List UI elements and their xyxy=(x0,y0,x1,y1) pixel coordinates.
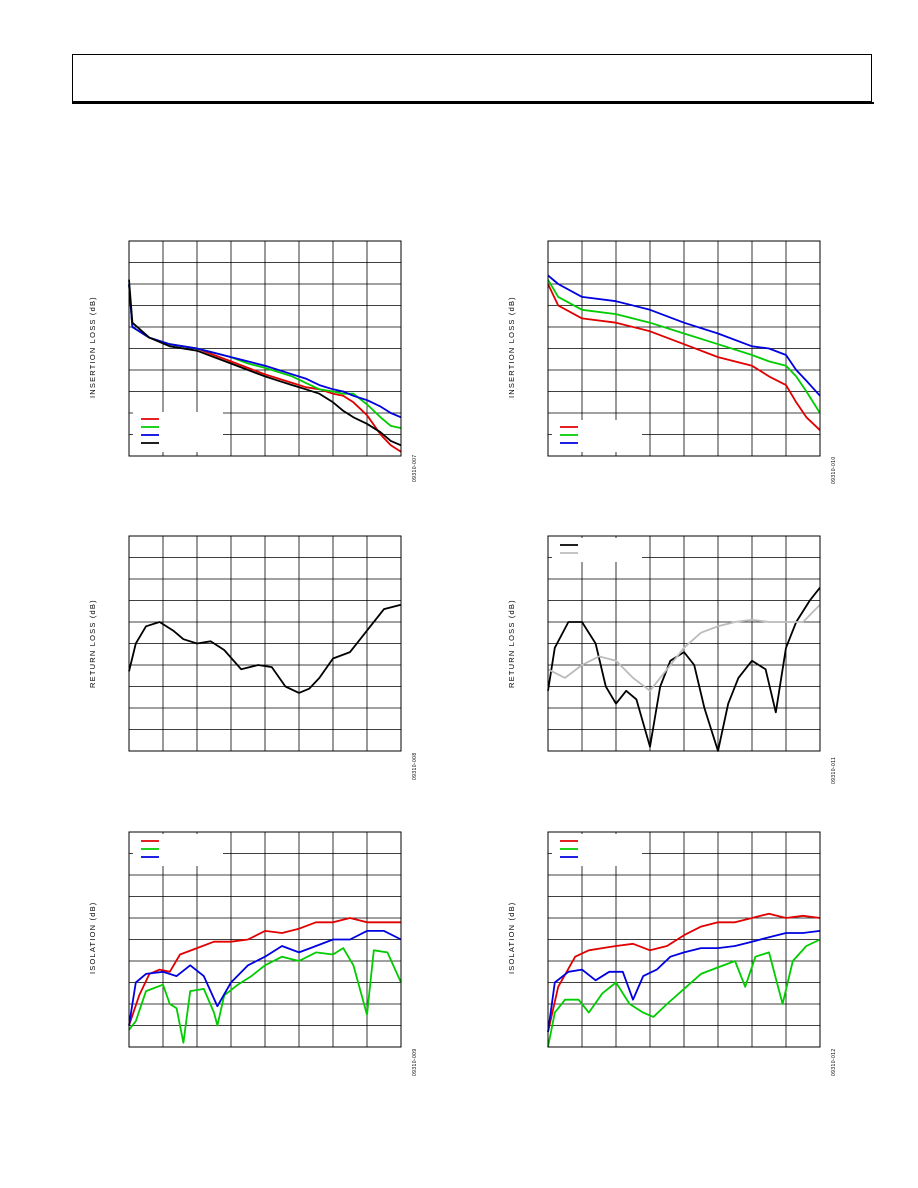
series-line-2 xyxy=(547,938,821,1048)
figure-id-6: 09310-012 xyxy=(831,1048,837,1076)
series-line-3 xyxy=(547,930,821,1033)
y-axis-label-2: INSERTION LOSS (dB) xyxy=(507,296,516,398)
legend-box xyxy=(552,834,642,866)
series-line-3 xyxy=(128,930,402,1026)
legend-box xyxy=(552,420,642,452)
y-axis-label-5: ISOLATION (dB) xyxy=(88,901,97,974)
y-axis-label-1: INSERTION LOSS (dB) xyxy=(88,296,97,398)
series-line-4 xyxy=(128,279,402,447)
page-header-box xyxy=(72,54,872,102)
series-line-1 xyxy=(547,912,821,1033)
figure-id-2: 09310-010 xyxy=(831,456,837,484)
y-axis-label-3: RETURN LOSS (dB) xyxy=(88,599,97,688)
series-line-1 xyxy=(128,917,401,1026)
plot-border xyxy=(128,831,402,1048)
series-line-3 xyxy=(128,283,402,419)
legend-box xyxy=(133,412,223,452)
series-line-3 xyxy=(547,274,821,397)
chart-5 xyxy=(128,831,402,1048)
plot-border xyxy=(547,535,821,752)
plot-border xyxy=(128,535,402,752)
y-axis-label-4: RETURN LOSS (dB) xyxy=(507,599,516,688)
chart-6 xyxy=(547,831,821,1048)
figure-id-1: 09310-007 xyxy=(412,454,418,482)
legend-box xyxy=(552,538,642,562)
chart-4 xyxy=(547,535,821,752)
series-line-2 xyxy=(547,279,821,414)
figure-id-5: 09310-009 xyxy=(412,1048,418,1076)
chart-1 xyxy=(128,240,402,457)
legend-box xyxy=(133,834,223,866)
series-line-1 xyxy=(547,283,821,431)
chart-2 xyxy=(547,240,821,457)
plot-border xyxy=(547,831,821,1048)
series-line-1 xyxy=(547,587,821,752)
page-header-rule xyxy=(72,102,874,104)
y-axis-label-6: ISOLATION (dB) xyxy=(507,901,516,974)
series-line-1 xyxy=(128,603,402,694)
chart-3 xyxy=(128,535,402,752)
figure-id-4: 09310-011 xyxy=(831,756,837,784)
figure-id-3: 09310-008 xyxy=(412,752,418,780)
plot-border xyxy=(547,240,821,457)
plot-border xyxy=(128,240,402,457)
series-line-2 xyxy=(128,947,402,1044)
series-line-2 xyxy=(547,604,821,692)
